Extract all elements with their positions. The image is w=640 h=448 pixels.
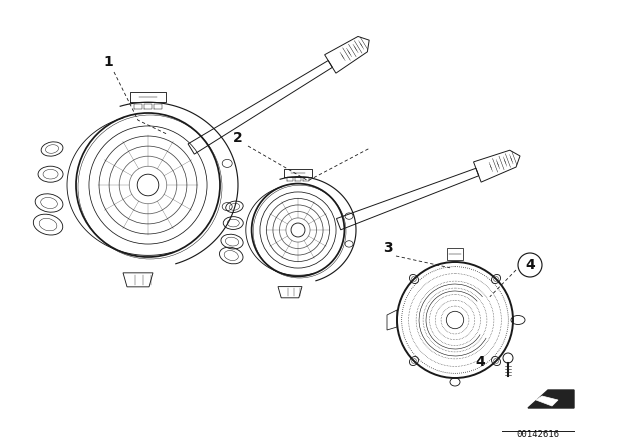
Polygon shape <box>536 396 558 406</box>
Polygon shape <box>528 390 574 408</box>
Text: 2: 2 <box>233 131 243 145</box>
Text: 1: 1 <box>103 55 113 69</box>
Text: 00142616: 00142616 <box>516 430 559 439</box>
Text: 3: 3 <box>383 241 393 255</box>
Text: 4: 4 <box>475 355 485 369</box>
Text: 4: 4 <box>525 258 535 272</box>
